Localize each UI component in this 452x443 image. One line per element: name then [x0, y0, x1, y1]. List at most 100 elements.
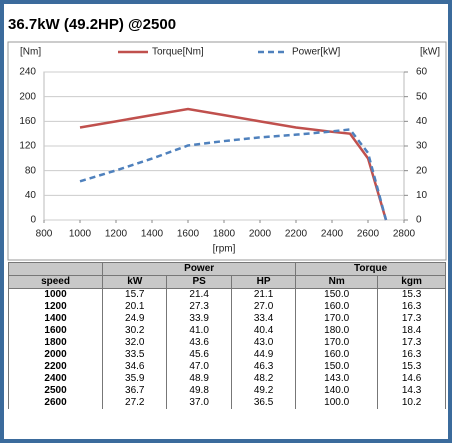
y2-tick-label: 50 [416, 91, 428, 102]
table-cell: 150.0 [295, 361, 379, 373]
table-cell: 2200 [7, 361, 104, 373]
x-axis-label: [rpm] [213, 244, 236, 255]
table-cell: 32.0 [102, 337, 168, 349]
x-tick-label: 1600 [177, 229, 200, 240]
table-cell: 33.4 [230, 313, 297, 325]
table-cell: 2000 [7, 349, 104, 361]
chart-frame [7, 41, 447, 261]
chart: [Nm] [kW] [rpm] 040801201602002400102030… [7, 41, 447, 261]
table-cell: 43.6 [166, 337, 232, 349]
table-row: 1600 30.2 41.0 40.4 180.0 18.4 [7, 325, 446, 337]
x-tick-label: 1200 [105, 229, 128, 240]
x-tick-label: 2400 [321, 229, 344, 240]
column-header: kgm [377, 275, 446, 289]
column-header: HP [230, 275, 297, 289]
table-cell: 36.5 [230, 397, 297, 409]
table-cell: 41.0 [166, 325, 232, 337]
y2-tick-label: 30 [416, 141, 428, 152]
y-tick-label: 240 [19, 67, 36, 78]
table-cell: 34.6 [102, 361, 168, 373]
table-cell: 2600 [7, 397, 104, 409]
x-tick-label: 2000 [249, 229, 272, 240]
x-tick-label: 2600 [357, 229, 380, 240]
legend-label: Torque[Nm] [152, 47, 204, 58]
y-tick-label: 120 [19, 141, 36, 152]
column-header: Nm [295, 275, 379, 289]
y2-axis-label: [kW] [420, 47, 440, 58]
table-cell: 15.3 [377, 361, 446, 373]
table-cell: 180.0 [295, 325, 379, 337]
header-cell [7, 262, 104, 276]
table-row: 1200 20.1 27.3 27.0 160.0 16.3 [7, 301, 446, 313]
table-cell: 21.1 [230, 288, 297, 301]
table-cell: 27.3 [166, 301, 232, 313]
series-line [79, 107, 388, 221]
table-cell: 1600 [7, 325, 104, 337]
table-cell: 48.2 [230, 373, 297, 385]
group-header: Torque [295, 262, 446, 276]
table-cell: 150.0 [295, 288, 379, 301]
x-tick-label: 1000 [69, 229, 92, 240]
y-tick-label: 160 [19, 116, 36, 127]
table-row: 2600 27.2 37.0 36.5 100.0 10.2 [7, 397, 446, 409]
y2-tick-label: 0 [416, 215, 422, 226]
table-cell: 33.9 [166, 313, 232, 325]
y-tick-label: 40 [25, 190, 37, 201]
table-cell: 20.1 [102, 301, 168, 313]
y-axis-label: [Nm] [20, 47, 41, 58]
y2-tick-label: 20 [416, 165, 428, 176]
series-line [79, 128, 388, 221]
y2-tick-label: 60 [416, 67, 428, 78]
table-cell: 2400 [7, 373, 104, 385]
data-table: Power Torque speed kW PS HP Nm kgm 1000 15.7 21.4… [7, 262, 446, 409]
y-tick-label: 0 [30, 215, 36, 226]
table-cell: 14.6 [377, 373, 446, 385]
chart-title: 36.7kW (49.2HP) @2500 [8, 16, 177, 33]
table-cell: 1800 [7, 337, 104, 349]
table-cell: 46.3 [230, 361, 297, 373]
table-cell: 16.3 [377, 301, 446, 313]
table-cell: 40.4 [230, 325, 297, 337]
table-cell: 15.7 [102, 288, 168, 301]
table-cell: 27.2 [102, 397, 168, 409]
x-tick-label: 800 [36, 229, 53, 240]
column-header: kW [102, 275, 168, 289]
table-cell: 160.0 [295, 349, 379, 361]
y2-tick-label: 40 [416, 116, 428, 127]
table-cell: 15.3 [377, 288, 446, 301]
table-cell: 35.9 [102, 373, 168, 385]
table-cell: 143.0 [295, 373, 379, 385]
table-cell: 49.2 [230, 385, 297, 397]
table-cell: 14.3 [377, 385, 446, 397]
table-cell: 100.0 [295, 397, 379, 409]
table-cell: 17.3 [377, 337, 446, 349]
table-cell: 44.9 [230, 349, 297, 361]
table-cell: 24.9 [102, 313, 168, 325]
table-row: 1000 15.7 21.4 21.1 150.0 15.3 [7, 288, 446, 301]
table-cell: 33.5 [102, 349, 168, 361]
y2-tick-label: 10 [416, 190, 428, 201]
x-tick-label: 2200 [285, 229, 308, 240]
table-cell: 10.2 [377, 397, 446, 409]
y-tick-label: 80 [25, 165, 37, 176]
y-tick-label: 200 [19, 91, 36, 102]
column-header: PS [166, 275, 232, 289]
table-cell: 1400 [7, 313, 104, 325]
table-cell: 27.0 [230, 301, 297, 313]
table-cell: 21.4 [166, 288, 232, 301]
table-cell: 1200 [7, 301, 104, 313]
x-tick-label: 1800 [213, 229, 236, 240]
table-cell: 170.0 [295, 337, 379, 349]
x-tick-label: 1400 [141, 229, 164, 240]
table-cell: 43.0 [230, 337, 297, 349]
table-cell: 1000 [7, 288, 104, 301]
column-header: speed [7, 275, 104, 289]
table-cell: 16.3 [377, 349, 446, 361]
x-tick-label: 2800 [393, 229, 416, 240]
table-cell: 170.0 [295, 313, 379, 325]
table-row: 1800 32.0 43.6 43.0 170.0 17.3 [7, 337, 446, 349]
table-cell: 140.0 [295, 385, 379, 397]
table-cell: 36.7 [102, 385, 168, 397]
table-cell: 160.0 [295, 301, 379, 313]
